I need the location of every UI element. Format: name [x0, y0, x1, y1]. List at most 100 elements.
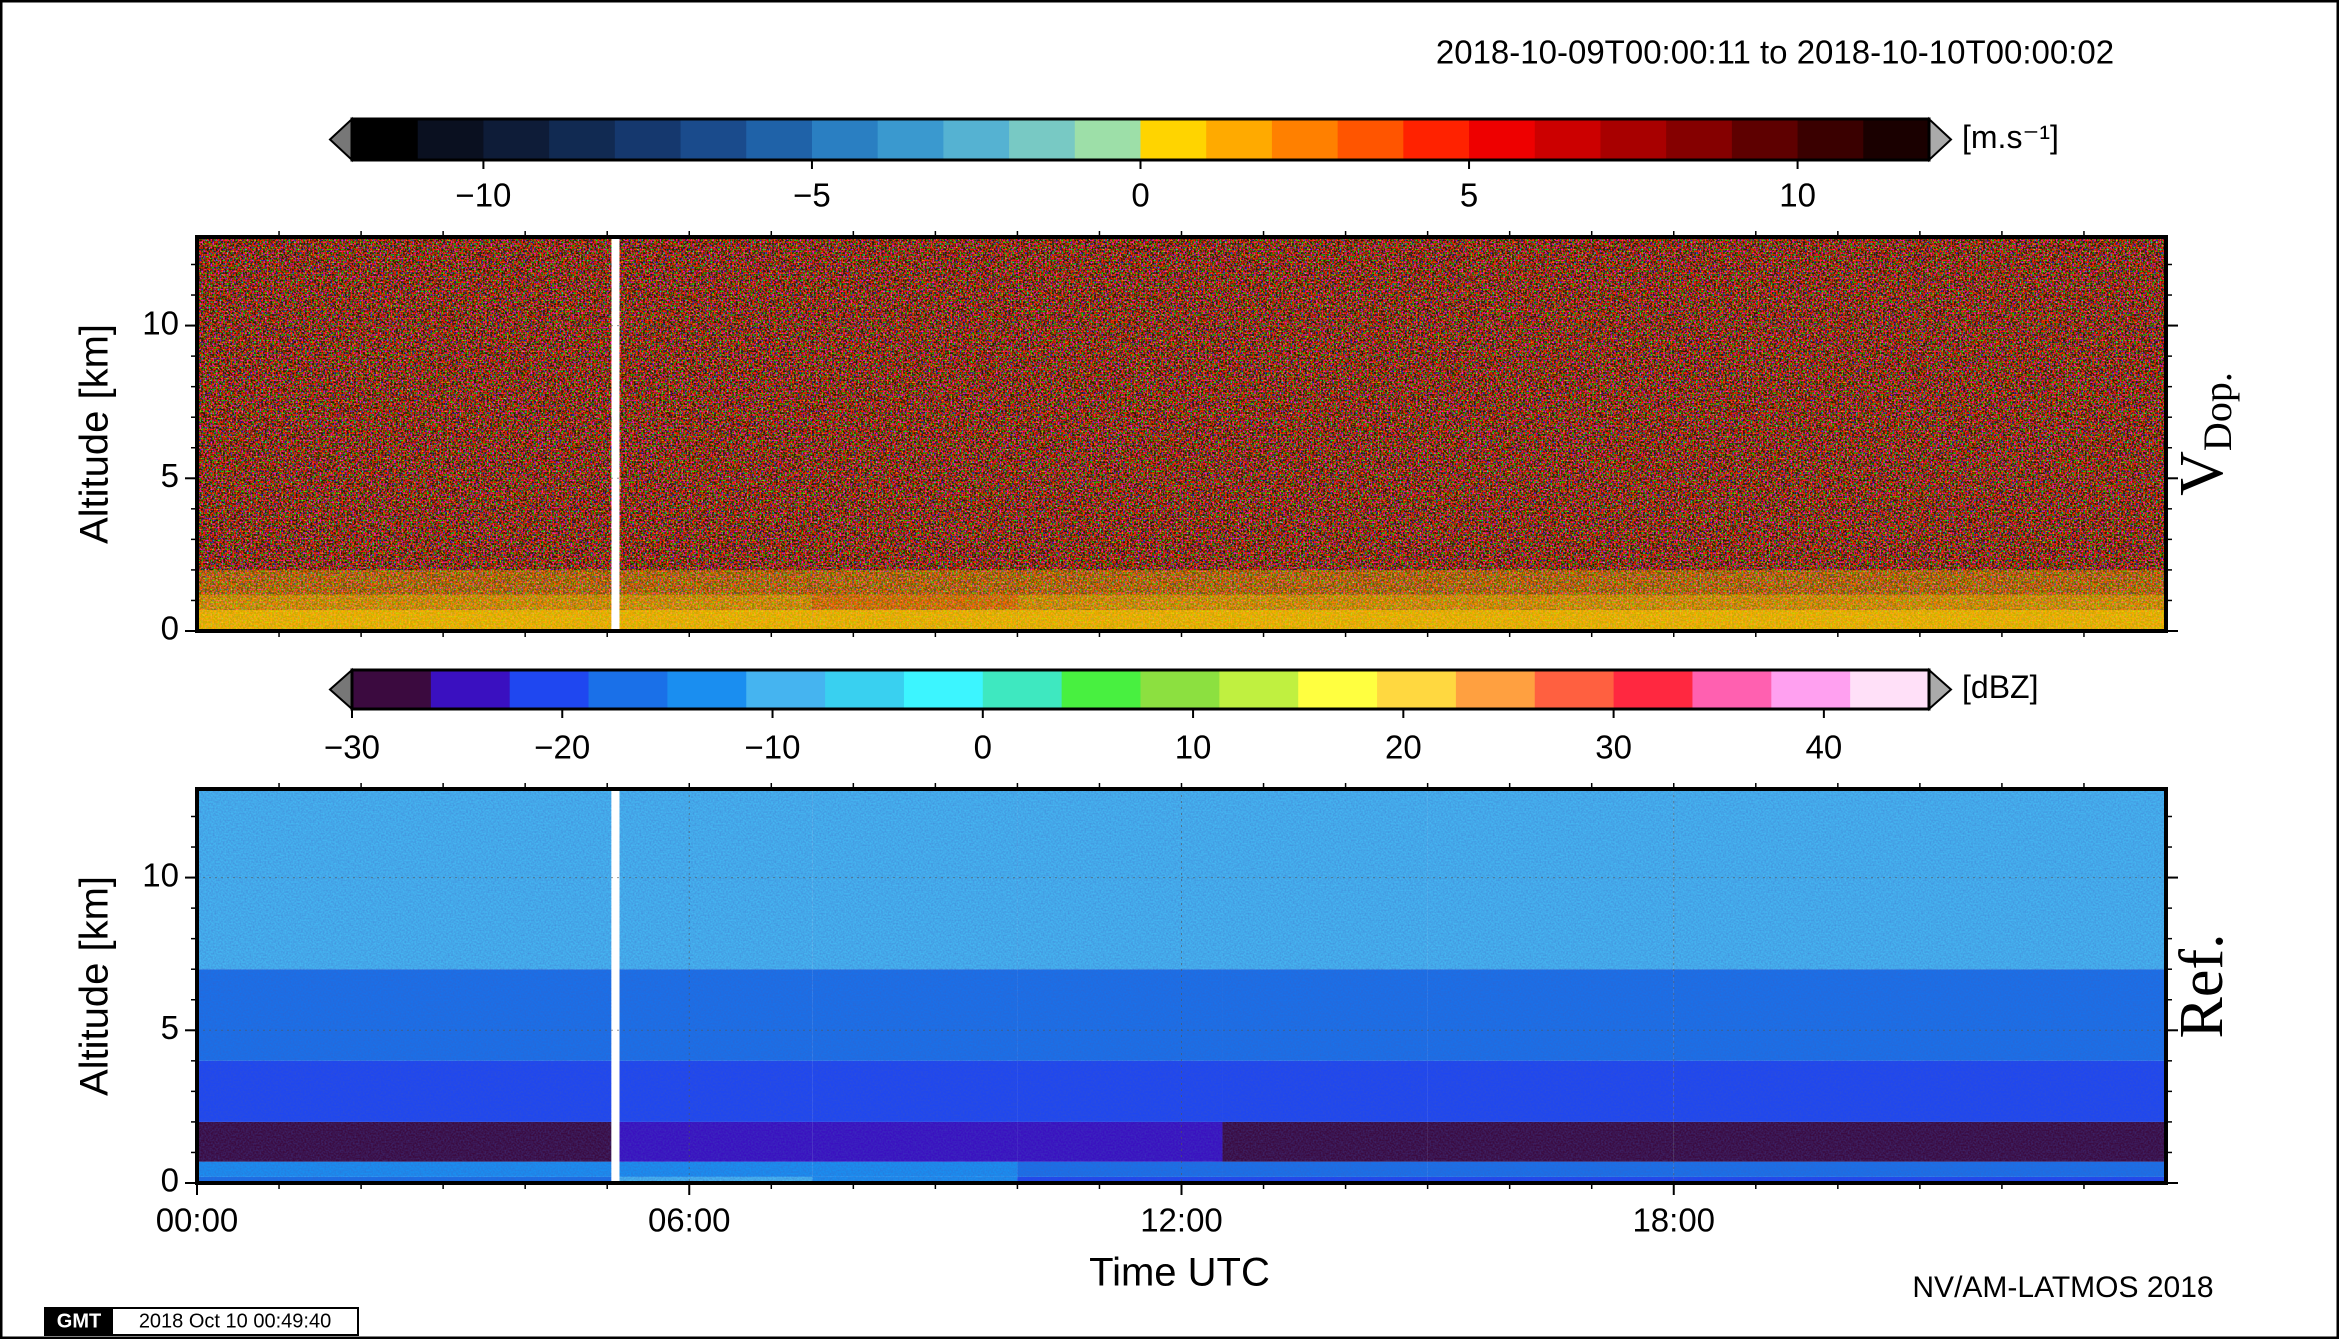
- noise-texture: [1673, 594, 2166, 610]
- plot-frame: [195, 787, 2168, 1185]
- colorbar-segment: [1534, 670, 1615, 709]
- noise-texture: [619, 969, 813, 1061]
- noise-texture: [1673, 569, 2166, 595]
- noise-texture: [197, 237, 612, 570]
- noise-texture: [1673, 1176, 2166, 1183]
- noise-texture: [197, 789, 612, 970]
- noise-texture: [1427, 237, 1674, 570]
- colorbar-tick-label: 30: [1595, 729, 1632, 766]
- noise-texture: [1222, 237, 1428, 570]
- y-tick-label: 5: [161, 457, 179, 494]
- colorbar-segment: [825, 670, 905, 709]
- panel-label-main: Ref.: [2168, 933, 2236, 1038]
- noise-texture: [1427, 1060, 1674, 1122]
- panel-label-main: V: [2168, 451, 2236, 496]
- colorbar-segment: [1061, 670, 1141, 709]
- colorbar-segment: [1403, 119, 1470, 160]
- noise-texture: [1427, 969, 1674, 1061]
- colorbar-segment: [746, 119, 813, 160]
- noise-texture: [197, 969, 612, 1061]
- colorbar-segment: [1613, 670, 1693, 709]
- colorbar-tick-label: 20: [1385, 729, 1422, 766]
- logo-box: [45, 1308, 113, 1335]
- noise-texture: [619, 1176, 813, 1183]
- colorbar-segment: [903, 670, 984, 709]
- colorbar-over: [1928, 116, 1953, 163]
- noise-texture: [619, 1060, 813, 1122]
- noise-texture: [1222, 569, 1428, 595]
- colorbar-segment: [667, 670, 747, 709]
- noise-texture: [197, 1176, 612, 1183]
- noise-texture: [197, 609, 612, 631]
- panel-label: VDop.: [2168, 372, 2240, 496]
- colorbar-segment: [680, 119, 747, 160]
- logo: GMT: [57, 1310, 101, 1332]
- colorbar-tick-label: −30: [324, 729, 380, 766]
- colorbar-segment: [614, 119, 682, 160]
- noise-texture: [812, 594, 1018, 610]
- noise-texture: [1427, 594, 1674, 610]
- noise-texture: [812, 1121, 1018, 1162]
- colorbar-tick-label: 10: [1779, 177, 1816, 214]
- noise-texture: [1222, 1176, 1428, 1183]
- colorbar-tick-label: −5: [793, 177, 831, 214]
- colorbar-segment: [1771, 670, 1851, 709]
- colorbar-tick-label: −20: [534, 729, 590, 766]
- noise-texture: [1017, 609, 1223, 631]
- noise-texture: [197, 1121, 612, 1162]
- colorbar-over: [1928, 667, 1953, 712]
- noise-texture: [1017, 1121, 1223, 1162]
- y-tick-label: 10: [142, 856, 179, 893]
- colorbar-segment: [430, 670, 511, 709]
- panel-label: Ref.: [2168, 933, 2236, 1038]
- colorbar-segment: [1219, 670, 1299, 709]
- x-axis-label: Time UTC: [1089, 1251, 1270, 1295]
- noise-texture: [1222, 1161, 1428, 1177]
- noise-texture: [1673, 237, 2166, 570]
- noise-texture: [619, 1121, 813, 1162]
- colorbar-segment: [1337, 119, 1404, 160]
- timestamp: 2018 Oct 10 00:49:40: [139, 1310, 331, 1332]
- colorbar-segment: [1666, 119, 1733, 160]
- colorbar-unit: [m.s⁻¹]: [1962, 119, 2059, 155]
- noise-texture: [1673, 789, 2166, 970]
- colorbar-segment: [877, 119, 944, 160]
- noise-texture: [1427, 1176, 1674, 1183]
- x-tick-label: 18:00: [1632, 1202, 1715, 1239]
- colorbar-under: [328, 116, 353, 163]
- noise-texture: [1017, 594, 1223, 610]
- noise-texture: [1673, 609, 2166, 631]
- colorbar-segment: [1206, 119, 1273, 160]
- noise-texture: [1017, 1161, 1223, 1177]
- panel-label-subscript: Dop.: [2195, 372, 2240, 451]
- colorbar-frame: [350, 668, 1931, 711]
- credit: NV/AM-LATMOS 2018: [1912, 1271, 2213, 1304]
- noise-texture: [1427, 1121, 1674, 1162]
- y-tick-label: 10: [142, 304, 179, 341]
- colorbar-unit: [dBZ]: [1962, 669, 2038, 705]
- noise-texture: [1222, 594, 1428, 610]
- y-axis-label: Altitude [km]: [73, 324, 117, 544]
- noise-texture: [619, 609, 813, 631]
- colorbar-segment: [483, 119, 550, 160]
- colorbar-segment: [1797, 119, 1864, 160]
- noise-texture: [619, 237, 813, 570]
- noise-texture: [197, 1060, 612, 1122]
- noise-texture: [197, 1161, 612, 1177]
- colorbar-tick-label: 0: [974, 729, 992, 766]
- x-tick-label: 06:00: [648, 1202, 731, 1239]
- colorbar-segment: [1600, 119, 1667, 160]
- noise-texture: [1017, 969, 1223, 1061]
- noise-texture: [1017, 237, 1223, 570]
- colorbar-segment: [1850, 670, 1930, 709]
- colorbar-segment: [588, 670, 668, 709]
- noise-texture: [1017, 1060, 1223, 1122]
- noise-texture: [812, 1176, 1018, 1183]
- colorbar-under: [328, 667, 353, 712]
- noise-texture: [812, 789, 1018, 970]
- colorbar-segment: [1469, 119, 1536, 160]
- noise-texture: [1222, 609, 1428, 631]
- colorbar-segment: [1074, 119, 1141, 160]
- colorbar-tick-label: 5: [1460, 177, 1478, 214]
